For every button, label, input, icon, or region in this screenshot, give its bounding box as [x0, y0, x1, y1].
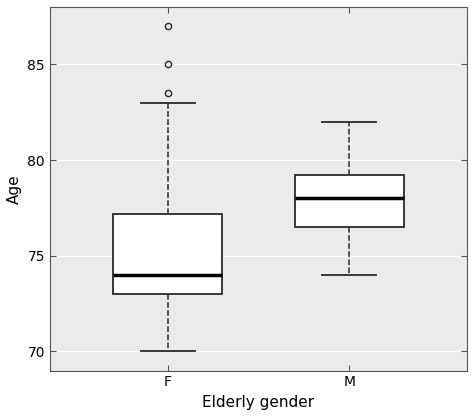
PathPatch shape: [295, 176, 403, 227]
PathPatch shape: [113, 214, 222, 294]
X-axis label: Elderly gender: Elderly gender: [202, 395, 315, 410]
Y-axis label: Age: Age: [7, 174, 22, 203]
